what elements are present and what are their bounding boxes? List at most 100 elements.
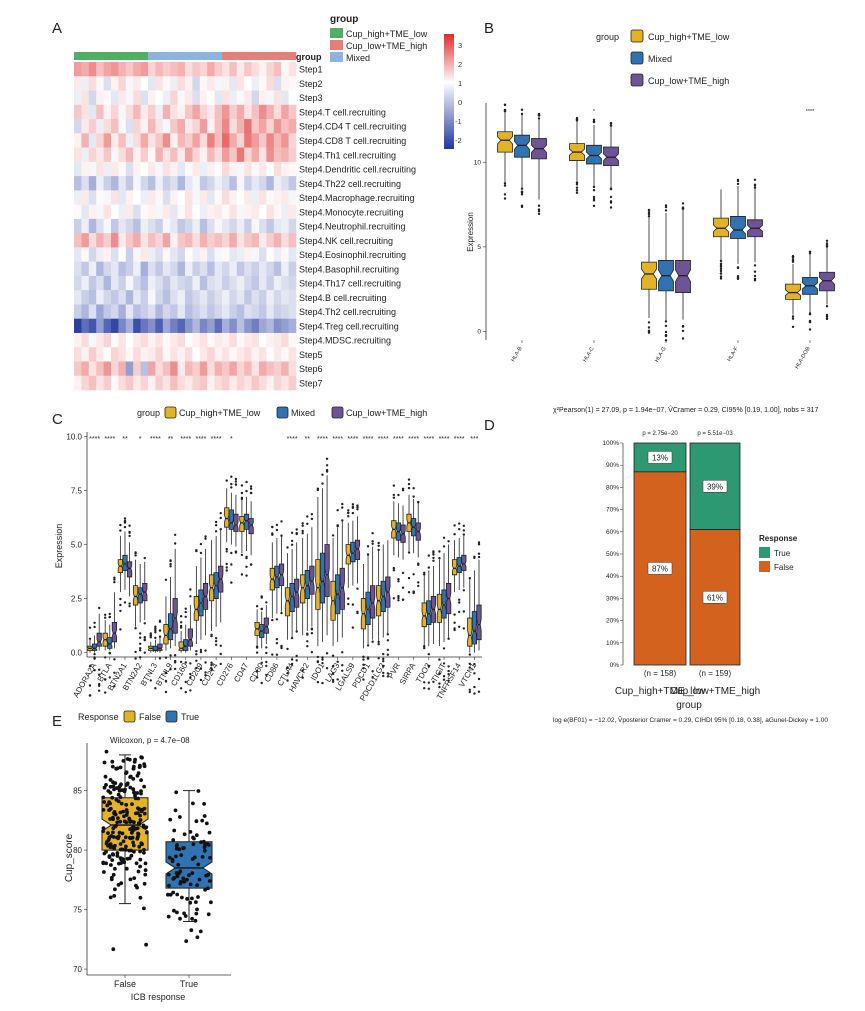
panel-e-data-point xyxy=(111,784,116,789)
heatmap-cell xyxy=(177,119,186,134)
heatmap-cell xyxy=(266,119,275,134)
heatmap-cell xyxy=(273,133,282,148)
heatmap-cell xyxy=(207,176,215,191)
heatmap-cell xyxy=(162,290,171,305)
box-outlier xyxy=(592,195,596,199)
box-outlier xyxy=(331,534,335,537)
box-outlier xyxy=(356,508,359,511)
heatmap-cell xyxy=(81,147,90,163)
heatmap-cell xyxy=(251,62,260,77)
heatmap-cell xyxy=(236,147,245,163)
box-outlier xyxy=(138,636,142,639)
panel-c-significance: **** xyxy=(317,436,328,443)
heatmap-legend-label-low: Cup_high+TME_low xyxy=(346,29,428,39)
heatmap-cell xyxy=(148,161,156,177)
panel-e-data-point xyxy=(123,787,127,792)
heatmap-cell xyxy=(96,62,104,77)
heatmap-cell xyxy=(81,375,90,391)
panel-e-data-point xyxy=(102,800,107,804)
panel-d-legend-label: False xyxy=(774,563,794,572)
box-outlier xyxy=(719,265,723,268)
heatmap-cell xyxy=(81,332,90,348)
heatmap-cell xyxy=(236,62,245,77)
box-outlier xyxy=(249,563,253,566)
box-outlier xyxy=(537,210,541,213)
panel-b-legend-title: group xyxy=(596,32,619,42)
box-outlier xyxy=(108,615,111,619)
panel-b-legend-swatch xyxy=(630,29,644,43)
box-outlier xyxy=(356,506,359,509)
box-body xyxy=(300,574,306,604)
panel-e-data-point xyxy=(116,883,121,887)
panel-e-data-point xyxy=(110,858,115,862)
box-outlier xyxy=(164,578,168,581)
box-outlier xyxy=(377,541,380,545)
panel-e-data-point xyxy=(191,842,196,847)
heatmap-cell xyxy=(281,361,289,377)
panel-d-n-label: (n = 159) xyxy=(699,669,732,678)
heatmap-cell xyxy=(229,304,238,319)
box-outlier xyxy=(271,533,274,536)
heatmap-cell xyxy=(111,190,119,205)
heatmap-row-label: Step4.Dendritic cell.recruiting xyxy=(299,165,416,175)
box-outlier xyxy=(371,640,374,643)
box-outlier xyxy=(128,534,131,538)
box-outlier xyxy=(341,664,344,667)
heatmap-cell xyxy=(155,161,164,177)
heatmap-cell xyxy=(229,233,238,248)
box-outlier xyxy=(219,662,222,666)
box-outlier xyxy=(143,651,146,654)
heatmap-cell xyxy=(81,318,90,334)
box-outlier xyxy=(462,529,466,532)
box-outlier xyxy=(325,652,329,655)
box-outlier xyxy=(592,204,596,208)
heatmap-cell xyxy=(244,261,252,277)
heatmap-row-label: Step1 xyxy=(299,65,323,75)
panel-e-ytick-label: 75 xyxy=(73,906,82,915)
heatmap-cell xyxy=(281,119,289,134)
heatmap-cell xyxy=(281,190,289,205)
heatmap-cell xyxy=(125,76,134,91)
heatmap-annotation-label: group xyxy=(296,52,322,62)
panel-e-data-point xyxy=(167,855,172,860)
panel-e-data-point xyxy=(175,910,179,915)
heatmap-cell xyxy=(118,375,127,391)
heatmap-cell xyxy=(148,275,156,291)
heatmap-cell xyxy=(244,176,252,191)
panel-c-ytick-label: 10.0 xyxy=(66,432,82,441)
heatmap-cell xyxy=(288,290,297,305)
box-outlier xyxy=(255,605,259,608)
heatmap-cell xyxy=(111,104,119,120)
heatmap-cell xyxy=(244,62,252,77)
heatmap-cell xyxy=(74,347,82,362)
heatmap-cell xyxy=(281,318,289,334)
panel-e-data-point xyxy=(174,846,179,851)
box-outlier xyxy=(179,626,183,629)
box-body xyxy=(228,509,234,530)
heatmap-cell xyxy=(288,361,297,377)
heatmap-cell xyxy=(273,147,282,163)
box-outlier xyxy=(438,658,441,661)
box-outlier xyxy=(128,602,131,605)
heatmap-cell xyxy=(251,76,260,91)
heatmap-cell xyxy=(288,119,297,134)
panel-b-ylabel: Expression xyxy=(466,212,475,252)
box-outlier xyxy=(664,330,668,334)
heatmap-cell xyxy=(74,133,82,148)
heatmap-cell xyxy=(199,261,208,277)
box-outlier xyxy=(113,581,116,584)
heatmap-cell xyxy=(251,218,260,234)
heatmap-cell xyxy=(125,90,134,106)
panel-d-p-label: p = 5.51e−03 xyxy=(697,431,733,437)
box-outlier xyxy=(230,563,233,566)
heatmap-cell xyxy=(192,147,201,163)
heatmap-cell xyxy=(207,375,215,391)
heatmap-cell xyxy=(170,304,178,319)
heatmap-cell xyxy=(288,347,297,362)
box-body xyxy=(354,539,361,561)
box-outlier xyxy=(664,339,668,342)
panel-e-data-point xyxy=(108,778,113,782)
panel-d-stacked-bar: 0%10%20%30%40%50%60%70%80%90%100%13%87%p… xyxy=(602,431,760,697)
box-outlier xyxy=(825,305,829,308)
heatmap-cell xyxy=(273,90,282,106)
